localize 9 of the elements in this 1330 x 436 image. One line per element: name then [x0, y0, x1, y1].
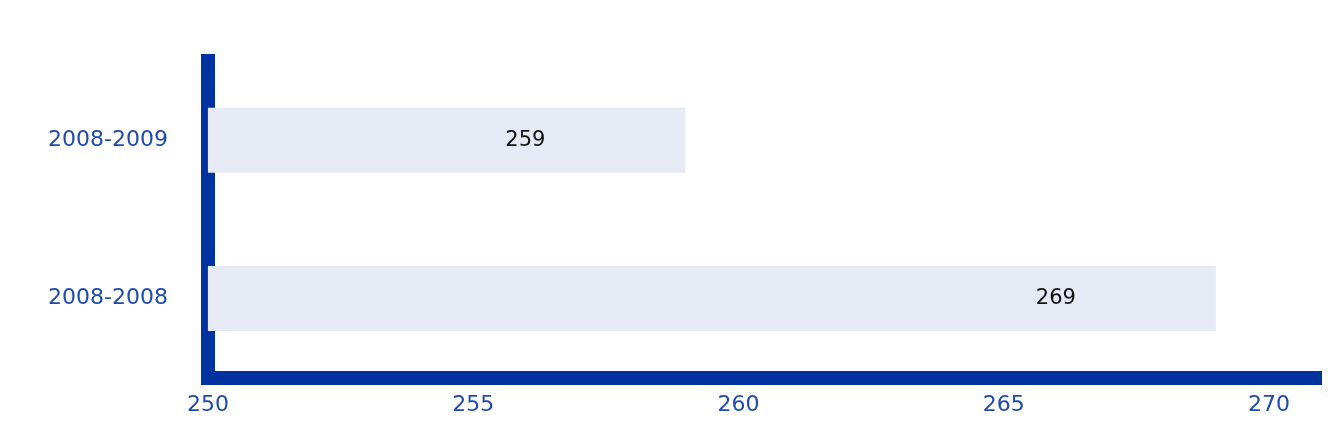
x-tick-label: 260 [717, 390, 760, 416]
x-tick-label: 250 [186, 390, 229, 416]
data-label: 259 [505, 126, 546, 151]
x-tick-label: 270 [1247, 390, 1290, 416]
y-tick-label: 2008-2008 [47, 284, 168, 310]
data-label: 269 [1035, 284, 1076, 309]
x-tick-label: 255 [452, 390, 495, 416]
y-tick-label: 2008-2009 [47, 126, 168, 152]
x-tick-label: 265 [982, 390, 1025, 416]
